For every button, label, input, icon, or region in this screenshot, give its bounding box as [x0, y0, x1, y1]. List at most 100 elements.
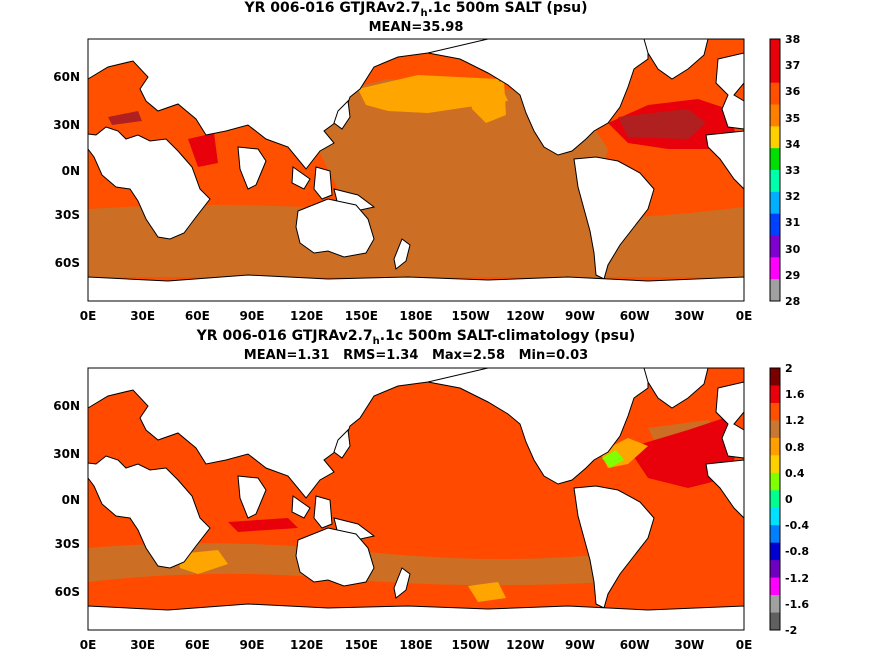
lon-label: 180E: [399, 638, 433, 652]
colorbar-swatch: [770, 39, 780, 62]
colorbar-label: 35: [785, 111, 801, 125]
lon-label: 60W: [619, 638, 650, 652]
lon-label: 90W: [565, 309, 595, 323]
panel1-atlantic-darkred: [618, 109, 706, 139]
lon-label: 150E: [344, 309, 378, 323]
colorbar-swatch: [770, 490, 780, 509]
lat-label: 30N: [53, 118, 80, 132]
lon-label: 0E: [79, 309, 97, 323]
lon-label: 120E: [290, 638, 324, 652]
lat-label: 60N: [53, 399, 80, 413]
colorbar-border: [769, 38, 781, 302]
colorbar-label: 1.2: [785, 414, 805, 428]
colorbar-label: -0.4: [785, 519, 810, 533]
panel1-map: [87, 38, 745, 302]
panel1-mediterranean: [108, 111, 142, 125]
colorbar-swatch: [770, 213, 780, 236]
lat-label: 0N: [61, 493, 80, 507]
lon-label: 120E: [290, 309, 324, 323]
lon-label: 120W: [506, 309, 545, 323]
lon-label: 30W: [674, 309, 705, 323]
panel1-title: YR 006-016 GTJRAv2.7h.1c 500m SALT (psu): [244, 0, 588, 19]
colorbar-swatch: [770, 170, 780, 193]
colorbar-swatch: [770, 455, 780, 474]
colorbar-label: -2: [785, 624, 798, 637]
colorbar-swatch: [770, 191, 780, 215]
panel2-colorbar: [769, 367, 781, 631]
colorbar-swatch: [770, 402, 780, 421]
colorbar-swatch: [770, 368, 780, 386]
lon-label: 150E: [344, 638, 378, 652]
lat-label: 60S: [54, 585, 80, 599]
colorbar-swatch: [770, 235, 780, 258]
lat-label: 30S: [54, 537, 80, 551]
lon-label: 30E: [130, 309, 156, 323]
lon-label: 0E: [79, 638, 97, 652]
panel1-redsea: [188, 133, 218, 167]
colorbar-label: 38: [785, 33, 801, 46]
colorbar-label: 0: [785, 493, 793, 506]
panel1-npac-amber: [358, 75, 508, 113]
colorbar-label: -1.2: [785, 571, 810, 585]
colorbar-swatch: [770, 257, 780, 280]
lon-label: 0E: [735, 309, 753, 323]
colorbar-label: 28: [785, 295, 801, 308]
lon-label: 90W: [565, 638, 595, 652]
colorbar-label: 34: [785, 137, 801, 151]
panel2-map: [87, 367, 745, 631]
lon-label: 60E: [184, 309, 210, 323]
colorbar-label: 33: [785, 164, 801, 177]
colorbar-swatch: [770, 279, 780, 302]
panel1-stats: MEAN=35.98: [368, 20, 464, 35]
lon-label: 150W: [451, 309, 490, 323]
colorbar-swatch: [770, 126, 780, 149]
colorbar-label: 2: [785, 362, 793, 375]
colorbar-label: -0.8: [785, 545, 810, 559]
panel2-title: YR 006-016 GTJRAv2.7h.1c 500m SALT-clima…: [196, 328, 636, 347]
lat-label: 30S: [54, 208, 80, 222]
lat-label: 30N: [53, 447, 80, 461]
colorbar-label: 36: [785, 85, 801, 99]
colorbar-swatch: [770, 385, 780, 404]
panel2-amber-patch: [178, 550, 228, 574]
lon-label: 60E: [184, 638, 210, 652]
lon-label: 0E: [735, 638, 753, 652]
colorbar-swatch: [770, 420, 780, 439]
lon-label: 90E: [239, 309, 265, 323]
lon-label: 60W: [619, 309, 650, 323]
lon-label: 30W: [674, 638, 705, 652]
colorbar-border: [769, 367, 781, 631]
lon-label: 120W: [506, 638, 545, 652]
lat-label: 0N: [61, 164, 80, 178]
colorbar-swatch: [770, 542, 780, 561]
lon-label: 30E: [130, 638, 156, 652]
colorbar-label: 31: [785, 216, 801, 230]
colorbar-label: 29: [785, 268, 801, 282]
colorbar-swatch: [770, 104, 780, 127]
colorbar-swatch: [770, 595, 780, 614]
colorbar-label: 1.6: [785, 388, 805, 402]
colorbar-label: 30: [785, 242, 801, 256]
colorbar-swatch: [770, 437, 780, 456]
lon-label: 150W: [451, 638, 490, 652]
panel2-stats: MEAN=1.31 RMS=1.34 Max=2.58 Min=0.03: [243, 348, 589, 363]
colorbar-swatch: [770, 525, 780, 544]
colorbar-swatch: [770, 507, 780, 526]
lat-label: 60S: [54, 256, 80, 270]
colorbar-swatch: [770, 82, 780, 105]
colorbar-label: 0.8: [785, 440, 805, 454]
colorbar-swatch: [770, 60, 780, 84]
lon-label: 180E: [399, 309, 433, 323]
colorbar-label: 32: [785, 190, 801, 204]
colorbar-swatch: [770, 577, 780, 596]
lat-label: 60N: [53, 70, 80, 84]
lon-label: 90E: [239, 638, 265, 652]
colorbar-label: 37: [785, 59, 801, 73]
colorbar-swatch: [770, 148, 780, 171]
colorbar-swatch: [770, 612, 780, 631]
colorbar-label: -1.6: [785, 597, 810, 611]
colorbar-swatch: [770, 472, 780, 491]
colorbar-swatch: [770, 560, 780, 579]
colorbar-label: 0.4: [785, 466, 805, 480]
